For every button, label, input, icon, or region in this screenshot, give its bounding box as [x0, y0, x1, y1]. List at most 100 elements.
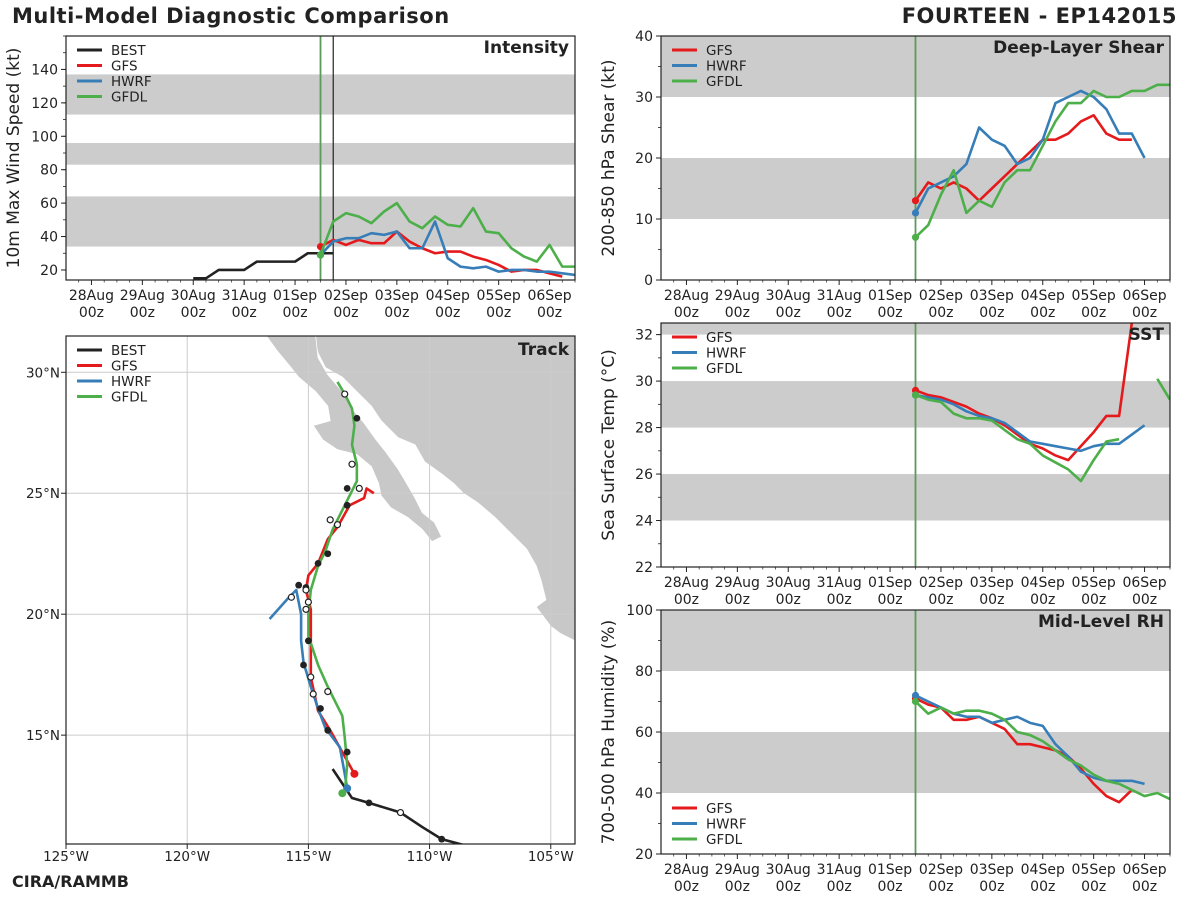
sst-xtick-label: 00z [725, 592, 750, 608]
intensity-line-best [193, 251, 334, 280]
track-start-gfdl [338, 789, 347, 798]
track-marker-open [355, 484, 363, 492]
sst-ytick-label: 30 [635, 374, 653, 390]
track-marker-filled [314, 559, 322, 567]
rh-xtick-label: 01Sep [868, 862, 912, 878]
rh-xtick-label: 00z [928, 879, 953, 895]
sst-xtick-label: 00z [827, 592, 852, 608]
rh-xtick-label: 04Sep [1021, 862, 1065, 878]
intensity-xtick-label: 05Sep [477, 288, 521, 304]
intensity-xtick-label: 01Sep [273, 288, 317, 304]
intensity-xtick-label: 03Sep [375, 288, 419, 304]
track-line-hwrf [268, 588, 349, 789]
shear-start-point-gfdl [911, 233, 920, 241]
intensity-line-hwrf [319, 220, 575, 277]
track-marker-open [326, 516, 334, 524]
shear-xtick-label: 06Sep [1122, 288, 1166, 304]
rh-xtick-label: 00z [1132, 879, 1157, 895]
intensity-xtick-label: 00z [537, 305, 562, 321]
intensity-ytick-label: 140 [31, 62, 58, 78]
track-marker-open [302, 605, 310, 613]
sst-panel-title: SST [1129, 325, 1165, 345]
rh-series [911, 691, 1170, 804]
track-marker-filled [365, 799, 373, 807]
intensity-legend-label-gfs: GFS [111, 59, 138, 75]
intensity-xtick-label: 00z [486, 305, 511, 321]
intensity-xtick-label: 00z [181, 305, 206, 321]
page-title: Multi-Model Diagnostic Comparison [12, 4, 450, 28]
intensity-xtick-label: 29Aug [120, 288, 165, 304]
shear-panel-title: Deep-Layer Shear [993, 38, 1164, 58]
rh-line-gfs [914, 697, 1133, 804]
track-marker-open [324, 687, 332, 696]
shear-xtick-label: 00z [1132, 305, 1157, 321]
track-xtick-label: 120°W [164, 849, 210, 865]
rh-xtick-label: 29Aug [715, 862, 760, 878]
track-ytick-label: 20°N [26, 607, 60, 623]
track-marker-open [302, 586, 310, 594]
track-ytick-label: 15°N [26, 728, 60, 744]
shear-line-gfdl [914, 83, 1170, 239]
sst-xtick-label: 06Sep [1122, 575, 1166, 591]
track-line-gfdl [307, 381, 359, 794]
rh-start-point-hwrf [911, 691, 920, 700]
track-xtick-label: 105°W [528, 849, 574, 865]
sst-xtick-label: 00z [1081, 592, 1106, 608]
shear-xtick-label: 30Aug [766, 288, 811, 304]
land-mainland [312, 336, 575, 642]
panel-intensity: 2040608010012014028Aug00z29Aug00z30Aug00… [4, 35, 576, 321]
sst-ytick-label: 26 [635, 467, 653, 483]
track-start-gfs [350, 769, 359, 778]
intensity-ytick-label: 80 [40, 163, 58, 179]
track-marker-filled [295, 581, 303, 589]
sst-xtick-label: 00z [979, 592, 1004, 608]
shear-xtick-label: 00z [928, 305, 953, 321]
sst-legend-label-gfs: GFS [706, 330, 733, 346]
sst-ytick-label: 24 [635, 514, 653, 530]
shear-line-hwrf [914, 89, 1146, 214]
shear-xtick-label: 03Sep [970, 288, 1014, 304]
rh-xtick-label: 31Aug [817, 862, 862, 878]
intensity-xtick-label: 02Sep [324, 288, 368, 304]
sst-xtick-label: 04Sep [1021, 575, 1065, 591]
rh-start-point-gfdl [911, 697, 920, 706]
intensity-xtick-label: 06Sep [527, 288, 571, 304]
track-marker-filled [343, 485, 351, 492]
rh-legend-label-gfdl: GFDL [706, 832, 743, 848]
shear-xtick-label: 00z [1081, 305, 1106, 321]
rh-xtick-label: 28Aug [664, 862, 709, 878]
track-ytick-label: 30°N [26, 365, 60, 381]
track-marker-open [333, 521, 342, 529]
shear-ytick-label: 0 [644, 273, 653, 289]
track-xtick-label: 115°W [285, 849, 331, 865]
track-start-hwrf [343, 784, 352, 793]
shear-xtick-label: 00z [725, 305, 750, 321]
intensity-xtick-label: 00z [435, 305, 460, 321]
intensity-xtick-label: 28Aug [69, 288, 114, 304]
shear-xtick-label: 00z [1030, 305, 1055, 321]
track-legend-label-gfs: GFS [111, 359, 138, 375]
panel-sst: 22242628303228Aug00z29Aug00z30Aug00z31Au… [599, 322, 1171, 608]
rh-xtick-label: 06Sep [1122, 862, 1166, 878]
shear-series [911, 83, 1170, 241]
shear-start-point-hwrf [911, 209, 920, 217]
rh-xtick-label: 00z [877, 879, 902, 895]
shear-line-gfs [914, 114, 1132, 202]
panel-shear: 01020304028Aug00z29Aug00z30Aug00z31Aug00… [599, 29, 1171, 321]
track-marker-open [307, 673, 315, 681]
sst-xtick-label: 05Sep [1072, 575, 1116, 591]
intensity-legend-label-best: BEST [111, 43, 146, 59]
rh-xtick-label: 00z [979, 879, 1004, 895]
shear-ytick-label: 10 [635, 212, 653, 228]
track-legend-label-gfdl: GFDL [111, 390, 148, 406]
rh-xtick-label: 00z [674, 879, 699, 895]
rh-xtick-label: 00z [776, 879, 801, 895]
track-marker-filled [324, 550, 332, 558]
sst-xtick-label: 29Aug [715, 575, 760, 591]
sst-xtick-label: 00z [877, 592, 902, 608]
rh-xtick-label: 03Sep [970, 862, 1014, 878]
intensity-xtick-label: 30Aug [171, 288, 216, 304]
sst-legend-label-hwrf: HWRF [706, 346, 747, 362]
track-legend-label-best: BEST [111, 343, 146, 359]
